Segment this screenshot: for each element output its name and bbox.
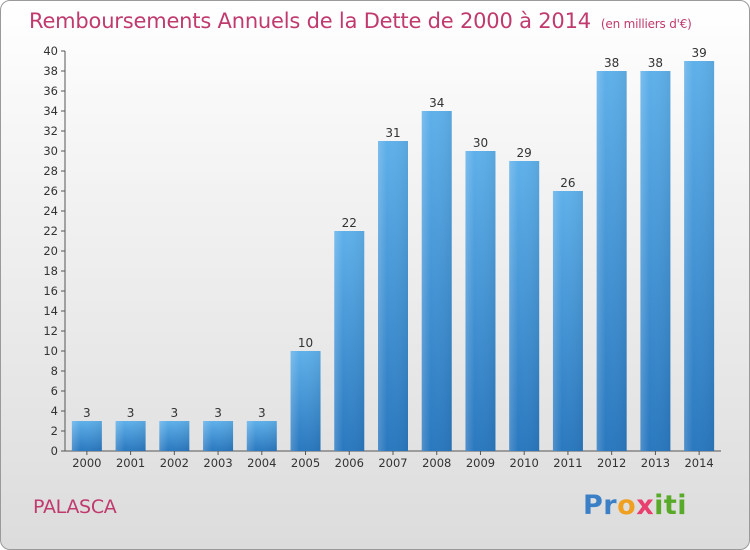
y-tick-label: 24 [43,204,58,218]
y-tick-label: 26 [43,184,58,198]
y-tick-label: 4 [51,404,58,418]
y-tick-label: 14 [43,304,58,318]
x-tick-label: 2009 [466,456,495,470]
y-tick-label: 0 [51,444,58,458]
x-tick-label: 2001 [116,456,145,470]
bar-sheen [159,421,190,451]
bar-sheen [290,351,321,451]
bar-sheen [421,111,452,451]
y-tick-label: 12 [43,324,58,338]
bar-sheen [203,421,234,451]
bar-sheen [596,71,627,451]
bar-value-label: 31 [385,126,400,140]
y-tick-label: 16 [43,284,58,298]
logo-letter: t [663,490,678,521]
x-tick-label: 2004 [247,456,276,470]
bar-value-label: 22 [342,216,357,230]
y-tick-label: 20 [43,244,58,258]
bar-sheen [71,421,102,451]
y-tick-label: 18 [43,264,58,278]
x-tick-label: 2013 [641,456,670,470]
x-tick-label: 2014 [684,456,713,470]
x-tick-label: 2008 [422,456,451,470]
bar-sheen [684,61,715,451]
x-tick-label: 2003 [203,456,232,470]
bars [71,61,715,451]
x-tick-label: 2011 [553,456,582,470]
y-tick-label: 22 [43,224,58,238]
y-tick-label: 40 [43,44,58,58]
bar-value-label: 29 [517,146,532,160]
bar-value-label: 30 [473,136,488,150]
bar-value-label: 3 [171,406,179,420]
bar-value-label: 34 [429,96,444,110]
x-tick-label: 2000 [72,456,101,470]
bar-value-label: 3 [214,406,222,420]
y-tick-label: 2 [51,424,58,438]
chart-title-text: Remboursements Annuels de la Dette de 20… [29,9,591,33]
bar-sheen [334,231,365,451]
chart-title: Remboursements Annuels de la Dette de 20… [29,9,692,33]
chart-unit: (en milliers d'€) [600,17,692,31]
bar-value-label: 38 [604,56,619,70]
bar-value-label: 39 [691,46,706,60]
logo-letter: i [677,490,688,521]
bar-sheen [509,161,540,451]
x-tick-label: 2002 [160,456,189,470]
bar-value-label: 3 [83,406,91,420]
bar-value-label: 3 [258,406,266,420]
y-tick-label: 6 [51,384,58,398]
y-tick-label: 30 [43,144,58,158]
logo-letter: P [583,490,604,521]
proxiti-logo[interactable]: Proxiti [583,490,687,521]
value-labels: 3 3 3 3 3 10 22 31 34 30 29 26 38 38 39 [83,46,707,420]
y-tick-label: 10 [43,344,58,358]
x-tick-label: 2006 [335,456,364,470]
y-tick-label: 38 [43,64,58,78]
bar-value-label: 26 [560,176,575,190]
y-tick-label: 34 [43,104,58,118]
y-tick-label: 28 [43,164,58,178]
axes: 0246810121416182022242628303234363840200… [43,44,721,470]
y-tick-label: 32 [43,124,58,138]
y-tick-label: 36 [43,84,58,98]
x-tick-label: 2005 [291,456,320,470]
bar-value-label: 10 [298,336,313,350]
bar-value-label: 38 [648,56,663,70]
bar-sheen [552,191,583,451]
bar-sheen [640,71,671,451]
logo-letter: x [636,490,655,521]
logo-letter: r [603,490,618,521]
x-tick-label: 2010 [510,456,539,470]
bar-sheen [246,421,277,451]
commune-name: PALASCA [33,496,117,518]
logo-letter: o [617,490,637,521]
bar-sheen [465,151,496,451]
x-tick-label: 2012 [597,456,626,470]
x-tick-label: 2007 [378,456,407,470]
y-tick-label: 8 [51,364,58,378]
bar-sheen [115,421,146,451]
bar-value-label: 3 [127,406,135,420]
logo-letter: i [654,490,664,521]
bar-sheen [378,141,408,451]
